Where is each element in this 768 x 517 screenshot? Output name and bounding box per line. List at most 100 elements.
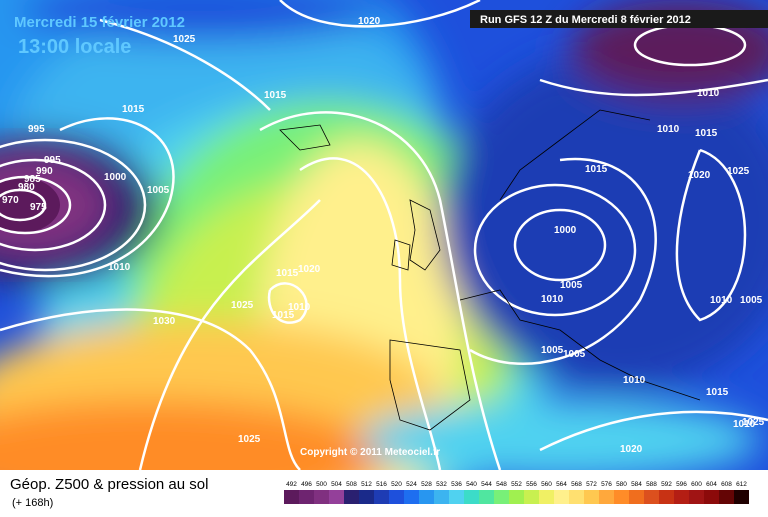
legend-swatch — [284, 490, 299, 504]
legend-swatch — [374, 490, 389, 504]
legend-label: 492 — [286, 481, 297, 488]
isobar-label: 975 — [30, 202, 47, 213]
legend-swatch — [509, 490, 524, 504]
legend-label: 572 — [586, 481, 597, 488]
isobar-label: 1020 — [620, 444, 643, 455]
isobar-label: 1025 — [238, 434, 261, 445]
isobar-label: 1015 — [706, 387, 729, 398]
legend-label: 548 — [496, 481, 507, 488]
legend-swatch — [569, 490, 584, 504]
legend-label: 564 — [556, 481, 567, 488]
legend-swatch — [389, 490, 404, 504]
legend-swatch — [359, 490, 374, 504]
isobar-label: 1025 — [231, 300, 254, 311]
legend-swatch — [554, 490, 569, 504]
legend-swatch — [419, 490, 434, 504]
date: Mercredi 15 février 2012 — [14, 14, 185, 31]
isobar-label: 1005 — [541, 345, 564, 356]
legend-swatch — [704, 490, 719, 504]
legend-swatch — [329, 490, 344, 504]
run-info: Run GFS 12 Z du Mercredi 8 février 2012 — [480, 14, 691, 26]
isobar-label: 995 — [44, 155, 61, 166]
isobar-label: 1020 — [358, 16, 381, 27]
legend-label: 528 — [421, 481, 432, 488]
isobar-label: 1015 — [695, 128, 718, 139]
legend-swatch — [599, 490, 614, 504]
isobar-label: 1025 — [173, 34, 196, 45]
isobar-label: 1025 — [727, 166, 750, 177]
isobar-label: 1005 — [563, 349, 586, 360]
isobar-label: 1000 — [104, 172, 127, 183]
legend-swatch — [479, 490, 494, 504]
legend-swatch — [689, 490, 704, 504]
isobar-label: 1010 — [733, 419, 756, 430]
legend-label: 580 — [616, 481, 627, 488]
legend-swatch — [314, 490, 329, 504]
isobar-label: 1010 — [657, 124, 680, 135]
legend-label: 536 — [451, 481, 462, 488]
legend-swatch — [629, 490, 644, 504]
run-banner — [470, 10, 768, 28]
legend-label: 612 — [736, 481, 747, 488]
legend-label: 500 — [316, 481, 327, 488]
legend-swatch — [344, 490, 359, 504]
coastlines — [279, 109, 701, 431]
legend-label: 576 — [601, 481, 612, 488]
isobar-label: 1000 — [554, 225, 577, 236]
legend-swatch — [719, 490, 734, 504]
isobar-label: 1005 — [560, 280, 583, 291]
legend-label: 588 — [646, 481, 657, 488]
isobar-label: 1015 — [276, 268, 299, 279]
isobar-label: 1030 — [153, 316, 176, 327]
legend-label: 540 — [466, 481, 477, 488]
isobar-label: 1015 — [585, 164, 608, 175]
legend-label: 544 — [481, 481, 492, 488]
legend-label: 532 — [436, 481, 447, 488]
copyright: Copyright © 2011 Meteociel.fr — [300, 447, 440, 458]
legend-swatch — [464, 490, 479, 504]
legend-swatch — [674, 490, 689, 504]
legend-swatch — [614, 490, 629, 504]
isobar-label: 995 — [28, 124, 45, 135]
isobar-label: 1015 — [264, 90, 287, 101]
isobar-label: 1010 — [623, 375, 646, 386]
legend-label: 516 — [376, 481, 387, 488]
color-legend: 492 496 500 504 508 512 516 520 524 528 532 536 540 5… — [284, 481, 749, 504]
legend-label: 584 — [631, 481, 642, 488]
legend-swatch — [659, 490, 674, 504]
legend-label: 592 — [661, 481, 672, 488]
footer-lead: (+ 168h) — [12, 497, 53, 509]
isobar-label: 985 — [24, 174, 41, 185]
legend-swatch — [494, 490, 509, 504]
legend-label: 504 — [331, 481, 342, 488]
legend-label: 520 — [391, 481, 402, 488]
legend-swatch — [299, 490, 314, 504]
isobars — [0, 0, 768, 470]
legend-label: 496 — [301, 481, 312, 488]
isobar-label: 1005 — [147, 185, 170, 196]
legend-swatch — [734, 490, 749, 504]
time: 13:00 locale — [18, 36, 131, 58]
legend-label: 608 — [721, 481, 732, 488]
isobar-label: 1010 — [697, 88, 720, 99]
isobar-label: 1025 — [742, 417, 765, 428]
legend-swatch — [524, 490, 539, 504]
legend-label: 552 — [511, 481, 522, 488]
legend-label: 560 — [541, 481, 552, 488]
legend-swatch — [449, 490, 464, 504]
legend-label: 512 — [361, 481, 372, 488]
legend-label: 600 — [691, 481, 702, 488]
isobar-label: 1010 — [288, 302, 311, 313]
isobar-label: 970 — [2, 195, 19, 206]
isobar-label: 1005 — [740, 295, 763, 306]
isobar-label: 1010 — [541, 294, 564, 305]
isobar-label: 1020 — [688, 170, 711, 181]
legend-label: 556 — [526, 481, 537, 488]
legend-label: 508 — [346, 481, 357, 488]
legend-swatch — [539, 490, 554, 504]
isobar-labels: 1020102510151015995995990985980970975100… — [2, 16, 765, 455]
legend-label: 568 — [571, 481, 582, 488]
isobar-label: 1015 — [122, 104, 145, 115]
